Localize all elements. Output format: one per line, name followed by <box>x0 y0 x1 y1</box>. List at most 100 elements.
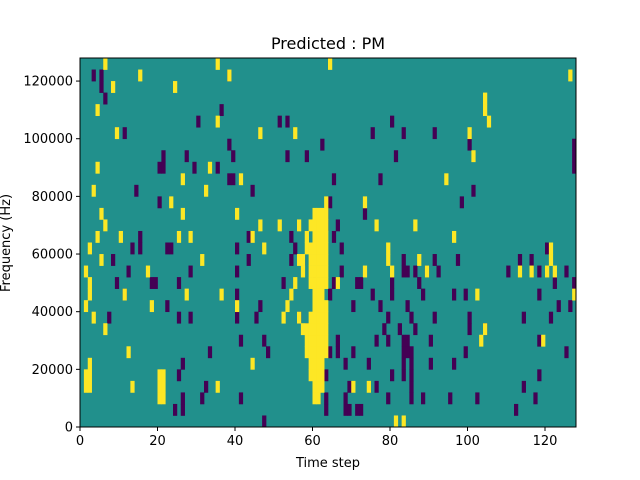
heatmap-cell-high <box>304 242 309 255</box>
heatmap-cell-low <box>328 288 333 301</box>
heatmap-cell-high <box>316 300 321 313</box>
heatmap-cell-high <box>324 346 329 359</box>
heatmap-cell-low <box>362 207 368 220</box>
heatmap-cell-low <box>537 288 542 301</box>
heatmap-cell-high <box>308 277 313 289</box>
heatmap-cell-high <box>308 311 313 324</box>
heatmap-cell-low <box>409 369 414 382</box>
heatmap-cell-low <box>471 184 476 197</box>
heatmap-cell-low <box>200 392 205 405</box>
heatmap-cell-low <box>258 300 263 313</box>
heatmap-cell-low <box>157 161 162 174</box>
heatmap-cell-low <box>448 392 453 405</box>
heatmap-cell-high <box>320 380 325 393</box>
heatmap-cell-low <box>545 242 550 255</box>
heatmap-cell-high <box>95 104 100 117</box>
heatmap-cell-low <box>564 265 569 278</box>
heatmap-cell-low <box>138 242 143 255</box>
heatmap-cell-low <box>165 242 170 255</box>
heatmap-cell-high <box>312 392 317 405</box>
heatmap-cell-low <box>401 334 406 347</box>
heatmap-cell-low <box>262 334 267 347</box>
heatmap-cell-high <box>300 254 306 266</box>
heatmap-cell-high <box>114 127 120 140</box>
heatmap-cell-high <box>87 277 92 289</box>
heatmap-cell-low <box>475 392 480 405</box>
heatmap-cell-high <box>103 323 108 336</box>
heatmap-cell-high <box>118 230 123 243</box>
heatmap-cell-high <box>316 323 321 336</box>
heatmap-cell-low <box>463 346 468 359</box>
heatmap-cell-low <box>192 161 197 174</box>
heatmap-cell-high <box>277 219 282 232</box>
heatmap-cell-high <box>486 115 492 128</box>
heatmap-cell-low <box>428 357 433 370</box>
heatmap-cell-high <box>479 334 484 347</box>
heatmap-cell-low <box>572 277 577 289</box>
heatmap-cell-high <box>122 288 127 301</box>
heatmap-cell-low <box>432 127 437 140</box>
heatmap-cell-high <box>103 58 108 70</box>
heatmap-cell-high <box>548 242 554 255</box>
heatmap-cell-high <box>471 150 476 163</box>
heatmap-cell-low <box>111 254 116 266</box>
heatmap-cell-high <box>312 369 317 382</box>
x-axis-title: Time step <box>295 456 360 471</box>
heatmap-cell-high <box>138 69 143 82</box>
heatmap-cell-low <box>335 346 340 359</box>
heatmap-cell-low <box>235 288 240 301</box>
heatmap-cell-high <box>568 69 573 82</box>
heatmap-cell-low <box>114 277 120 289</box>
heatmap-cell-low <box>556 300 561 313</box>
heatmap-cell-low <box>386 311 391 324</box>
heatmap-cell-high <box>324 196 329 209</box>
heatmap-cell-high <box>393 415 399 428</box>
heatmap-cell-low <box>238 334 244 347</box>
heatmap-cell-low <box>281 277 286 289</box>
heatmap-cell-low <box>521 380 526 393</box>
heatmap-cell-low <box>169 242 174 255</box>
heatmap-cell-low <box>331 230 337 243</box>
heatmap-cell-high <box>200 254 205 266</box>
heatmap-cell-low <box>103 92 108 105</box>
heatmap-cell-low <box>173 403 178 416</box>
heatmap-cell-low <box>126 265 131 278</box>
heatmap-cell-high <box>99 207 104 220</box>
heatmap-cell-low <box>335 334 340 347</box>
heatmap-cell-high <box>517 265 523 278</box>
heatmap-cell-low <box>390 277 395 289</box>
heatmap-cell-low <box>548 311 554 324</box>
heatmap-cell-high <box>304 230 309 243</box>
heatmap-cell-high <box>316 288 321 301</box>
heatmap-cell-high <box>316 207 321 220</box>
heatmap-cell-low <box>455 254 461 266</box>
heatmap-cell-high <box>204 184 209 197</box>
heatmap-cell-high <box>300 323 306 336</box>
heatmap-cell-low <box>359 403 364 416</box>
heatmap-cell-high <box>126 346 131 359</box>
heatmap-cell-low <box>452 288 457 301</box>
heatmap-cell-high <box>304 323 309 336</box>
heatmap-cell-low <box>417 277 422 289</box>
heatmap-cell-high <box>188 230 193 243</box>
y-tick-label: 20000 <box>32 363 73 378</box>
heatmap-cell-high <box>83 300 89 313</box>
y-tick-label: 40000 <box>32 305 73 320</box>
heatmap-cell-high <box>281 311 286 324</box>
heatmap-cell-high <box>161 369 166 382</box>
heatmap-cell-high <box>207 161 213 174</box>
heatmap-cell-low <box>467 311 472 324</box>
heatmap-cell-high <box>161 380 166 393</box>
y-tick-label: 0 <box>65 421 73 436</box>
heatmap-cell-high <box>316 311 321 324</box>
heatmap-cell-high <box>169 196 174 209</box>
heatmap-cell-high <box>308 242 313 255</box>
heatmap-cell-low <box>246 230 251 243</box>
heatmap-cell-low <box>537 369 542 382</box>
heatmap-cell-high <box>312 311 317 324</box>
heatmap-cell-low <box>370 127 375 140</box>
heatmap-cell-high <box>235 207 240 220</box>
heatmap-cell-high <box>91 311 96 324</box>
heatmap-cell-high <box>312 277 317 289</box>
heatmap-cell-high <box>529 265 534 278</box>
